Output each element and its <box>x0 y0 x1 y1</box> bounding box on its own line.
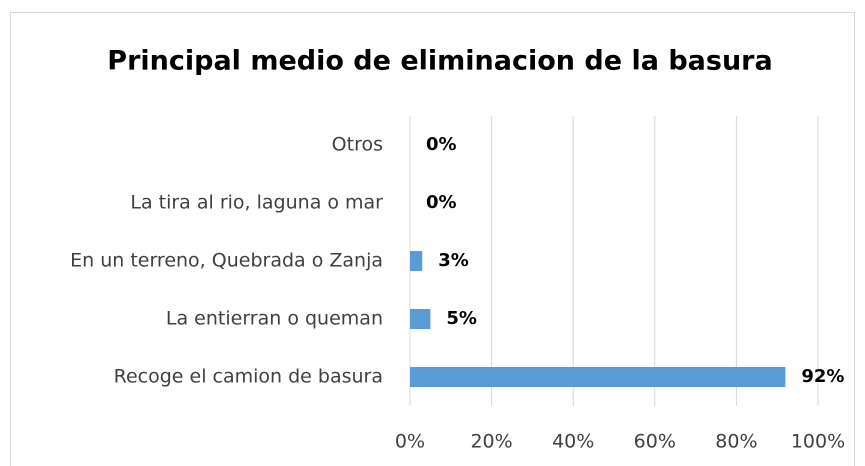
value-label: 92% <box>801 366 844 387</box>
value-label: 3% <box>438 250 469 271</box>
x-tick-label: 100% <box>791 431 845 453</box>
chart-border <box>10 12 855 466</box>
chart-title: Principal medio de eliminacion de la bas… <box>107 46 772 77</box>
x-tick-label: 40% <box>552 431 594 453</box>
x-tick-label: 20% <box>470 431 512 453</box>
value-label: 0% <box>426 134 457 155</box>
category-label: La tira al rio, laguna o mar <box>130 192 383 214</box>
bar <box>410 251 423 271</box>
value-label: 5% <box>446 308 477 329</box>
bar <box>410 367 786 387</box>
category-label: En un terreno, Quebrada o Zanja <box>70 250 383 272</box>
category-label: Recoge el camion de basura <box>114 366 383 388</box>
category-label: Otros <box>332 134 383 156</box>
x-tick-label: 80% <box>715 431 757 453</box>
bar <box>410 309 431 329</box>
x-tick-label: 0% <box>395 431 425 453</box>
category-label: La entierran o queman <box>166 308 383 330</box>
x-tick-label: 60% <box>634 431 676 453</box>
value-label: 0% <box>426 192 457 213</box>
